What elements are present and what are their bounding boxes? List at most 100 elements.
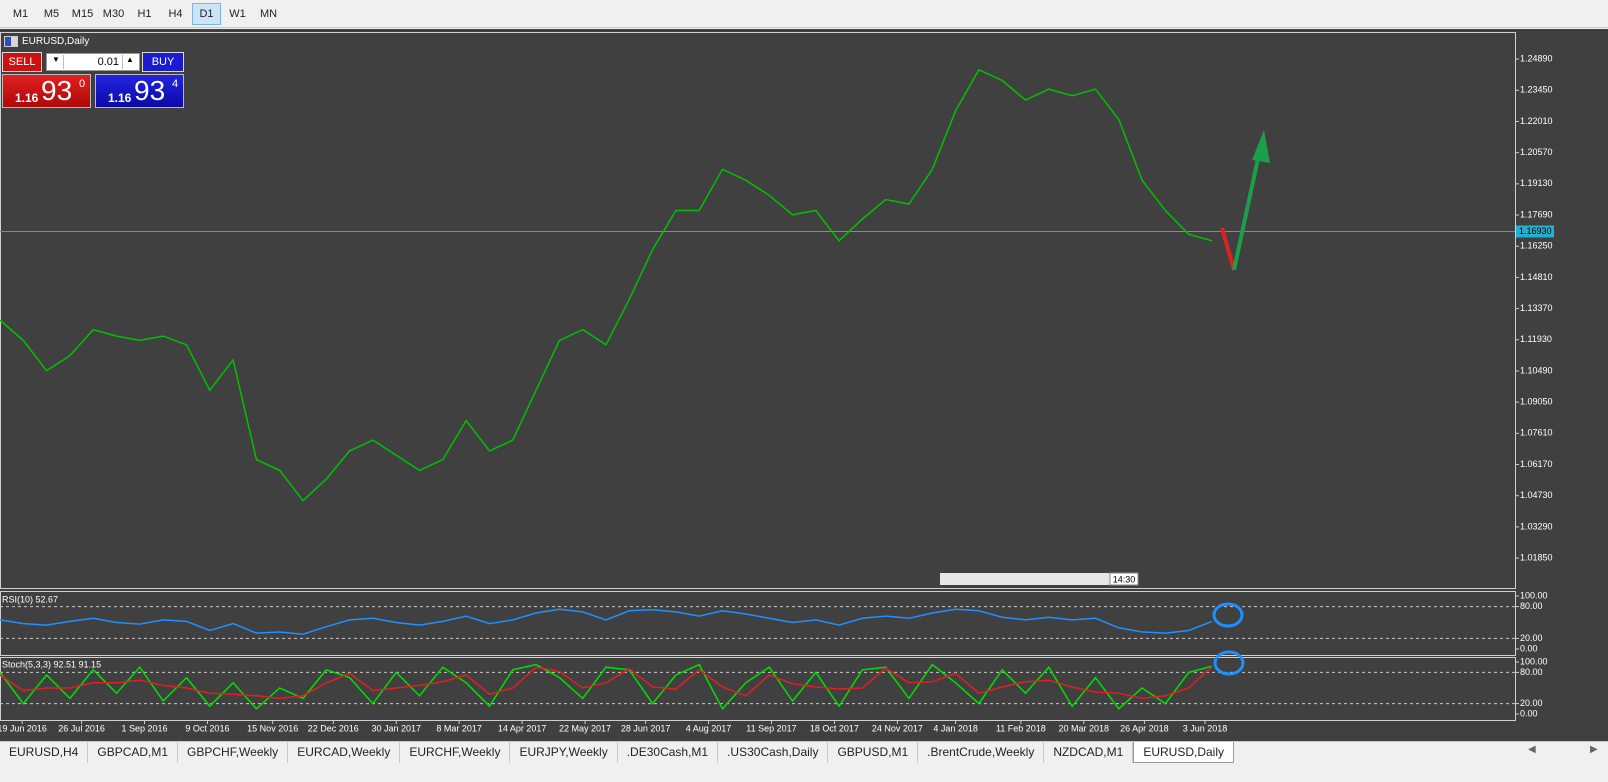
y-tick-label: 1.04730 — [1520, 490, 1553, 500]
y-tick-label: 1.19130 — [1520, 178, 1553, 188]
x-tick-label: 19 Jun 2016 — [0, 723, 47, 733]
y-tick-label: 1.14810 — [1520, 272, 1553, 282]
rsi-highlight — [1212, 602, 1244, 628]
chart-tab[interactable]: NZDCAD,M1 — [1044, 742, 1134, 763]
y-tick-label: 0.00 — [1520, 643, 1538, 653]
x-tick-label: 11 Sep 2017 — [746, 723, 796, 733]
stoch-frame — [0, 657, 1516, 721]
x-tick-label: 3 Jun 2018 — [1183, 723, 1228, 733]
chart-tab[interactable]: GBPUSD,M1 — [828, 742, 919, 763]
bid-frac: 0 — [79, 78, 86, 90]
time-box — [1109, 572, 1139, 586]
timeframe-button[interactable]: M15 — [71, 7, 94, 20]
sell-button[interactable]: SELL — [2, 52, 42, 72]
y-tick-label: 1.09050 — [1520, 397, 1553, 407]
chart-tab[interactable]: .BrentCrude,Weekly — [918, 742, 1045, 763]
bid-pips: 93 — [41, 75, 73, 106]
x-tick-label: 22 May 2017 — [559, 723, 611, 733]
x-tick-label: 28 Jun 2017 — [621, 723, 671, 733]
x-tick-label: 22 Dec 2016 — [308, 723, 359, 733]
lot-increase[interactable]: ▲ — [122, 55, 137, 69]
y-tick-label: 100.00 — [1520, 656, 1548, 666]
series-line — [0, 68, 1213, 502]
flag-icon — [4, 36, 18, 47]
chart-background — [0, 29, 1608, 741]
x-tick-label: 26 Apr 2018 — [1120, 723, 1169, 733]
timeframe-button[interactable]: M1 — [12, 7, 29, 20]
scroll-left[interactable]: ◀ — [1528, 744, 1536, 755]
down-arrow — [1220, 227, 1236, 271]
stoch-highlight — [1213, 650, 1245, 676]
series-line — [0, 663, 1213, 711]
up-arrow-shaft — [1232, 139, 1264, 271]
up-arrow-head — [1252, 130, 1270, 163]
lot-value: 0.01 — [97, 56, 119, 68]
y-tick-label: 1.07610 — [1520, 428, 1553, 438]
symbol-header: EURUSD,Daily — [4, 36, 89, 47]
x-tick-label: 1 Sep 2016 — [121, 723, 167, 733]
current-price-label: 1.16930 — [1519, 226, 1552, 236]
x-tick-label: 4 Jan 2018 — [933, 723, 978, 733]
rsi-frame — [0, 591, 1516, 656]
timeframe-button[interactable]: MN — [259, 7, 278, 20]
x-tick-label: 14 Apr 2017 — [498, 723, 547, 733]
indicator-title: RSI(10) 52.67 — [2, 594, 58, 604]
ask-big: 1.16 — [108, 91, 132, 105]
chart-tab[interactable]: EURCHF,Weekly — [400, 742, 511, 763]
y-tick-label: 100.00 — [1520, 590, 1548, 600]
chart-tab[interactable]: EURUSD,Daily — [1133, 742, 1235, 763]
chart-tab[interactable]: GBPCAD,M1 — [88, 742, 179, 763]
ask-quote[interactable]: 1.16 93 4 — [95, 74, 184, 108]
bid-quote[interactable]: 1.16 93 0 — [2, 74, 91, 108]
plots: 1.24890 1.23450 1.22010 1.20570 1.19130 1.176… — [0, 53, 1554, 733]
y-tick-label: 1.23450 — [1520, 85, 1553, 95]
timeframe-button[interactable]: D1 — [192, 2, 221, 25]
buy-button[interactable]: BUY — [142, 52, 184, 72]
timeframe-button[interactable]: H4 — [168, 7, 183, 20]
y-tick-label: 1.06170 — [1520, 459, 1553, 469]
y-tick-label: 1.20570 — [1520, 147, 1553, 157]
x-tick-label: 11 Feb 2018 — [996, 723, 1046, 733]
y-tick-label: 80.00 — [1520, 667, 1543, 677]
y-tick-label: 1.11930 — [1520, 334, 1552, 344]
x-tick-label: 9 Oct 2016 — [185, 723, 229, 733]
x-tick-label: 20 Mar 2018 — [1059, 723, 1110, 733]
timeframe-button[interactable]: W1 — [229, 7, 246, 20]
scroll-right[interactable]: ▶ — [1590, 744, 1598, 755]
timeframe-button[interactable]: H1 — [137, 7, 152, 20]
toolbar: M1 M5 M15 M30 H1 H4 D1 W1 MN — [0, 0, 1608, 28]
y-tick-label: 1.01850 — [1520, 552, 1553, 562]
y-tick-label: 0.00 — [1520, 708, 1538, 718]
chart-tab[interactable]: GBPCHF,Weekly — [178, 742, 289, 763]
current-price-box — [1516, 225, 1554, 238]
series-line — [0, 666, 1213, 700]
chart-tab[interactable]: EURCAD,Weekly — [288, 742, 401, 763]
lot-input[interactable]: ▼ 0.01 ▲ — [46, 53, 140, 71]
chart-tab[interactable]: EURUSD,H4 — [0, 742, 89, 763]
y-tick-label: 1.16250 — [1520, 241, 1553, 251]
y-tick-label: 20.00 — [1520, 698, 1543, 708]
y-tick-label: 1.24890 — [1520, 53, 1553, 63]
tab-bar: EURUSD,H4 GBPCAD,M1 GBPCHF,Weekly EURCAD,We… — [0, 741, 1608, 763]
timeframe-button[interactable]: M30 — [102, 7, 125, 20]
y-tick-label: 1.10490 — [1520, 365, 1553, 375]
lot-decrease[interactable]: ▼ — [49, 55, 64, 69]
series-line — [0, 608, 1213, 635]
chart-tab[interactable]: EURJPY,Weekly — [510, 742, 618, 763]
chart-tab[interactable]: .US30Cash,Daily — [718, 742, 829, 763]
time-label: 14:30 — [1113, 574, 1136, 584]
ask-pips: 93 — [134, 75, 166, 106]
y-tick-label: 1.13370 — [1520, 303, 1553, 313]
indicator-title: Stoch(5,3,3) 92.51 91.15 — [2, 659, 101, 669]
symbol-label: EURUSD,Daily — [22, 36, 90, 47]
y-tick-label: 1.03290 — [1520, 521, 1553, 531]
trade-panel: SELL ▼ 0.01 ▲ BUY 1.16 93 0 1.16 93 4 — [2, 52, 184, 108]
chart-tab[interactable]: .DE30Cash,M1 — [618, 742, 719, 763]
bid-big: 1.16 — [15, 91, 39, 105]
timeframe-button[interactable]: M5 — [43, 7, 60, 20]
y-tick-label: 1.17690 — [1520, 209, 1553, 219]
x-tick-label: 18 Oct 2017 — [810, 723, 859, 733]
y-tick-label: 20.00 — [1520, 633, 1543, 643]
